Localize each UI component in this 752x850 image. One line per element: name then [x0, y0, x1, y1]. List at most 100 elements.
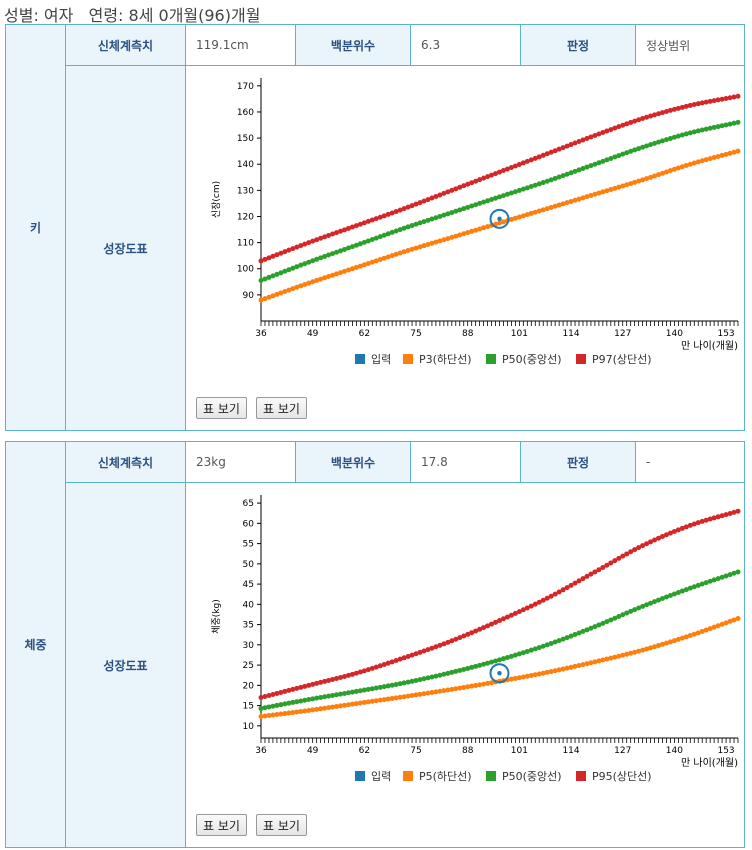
height-chart-series-3-point	[588, 134, 594, 140]
weight-chart-series-3-point	[659, 533, 665, 539]
weight-chart-series-2-point	[663, 594, 669, 600]
weight-chart-y-tick-label: 35	[243, 621, 254, 631]
weight-chart-series-3-point	[679, 525, 685, 531]
weight-chart-series-1-point	[576, 663, 582, 669]
height-chart-x-tick-label: 62	[359, 329, 370, 339]
weight-chart-series-3-point	[437, 642, 443, 648]
weight-chart-series-3-point	[314, 680, 320, 686]
height-chart-series-3-point	[330, 231, 336, 237]
weight-chart-series-2-point	[536, 645, 542, 651]
height-chart-series-1-point	[270, 293, 276, 299]
height-chart-series-1-point	[314, 277, 320, 283]
weight-chart-series-3-point	[318, 679, 324, 685]
weight-chart-series-3-point	[469, 630, 475, 636]
height-chart-series-2-point	[485, 198, 491, 204]
weight-chart-series-3-point	[656, 535, 661, 541]
weight-table-view-button-2[interactable]: 표 보기	[256, 814, 307, 836]
weight-chart-series-1-point	[624, 651, 630, 657]
weight-chart-y-tick-label: 25	[243, 661, 254, 671]
height-chart-series-2-point	[397, 227, 403, 233]
height-chart-series-2-point	[667, 135, 673, 141]
height-chart-series-2-point	[290, 265, 296, 271]
height-chart-series-2-point	[465, 204, 471, 210]
weight-chart-series-3-point	[628, 549, 634, 555]
height-chart-series-3-point	[453, 186, 459, 192]
weight-chart-series-3-point	[735, 508, 741, 514]
weight-chart-series-3-point	[397, 656, 403, 662]
height-chart-y-tick-label: 90	[243, 291, 255, 301]
weight-chart-series-1-point	[564, 665, 570, 671]
height-title: 키	[6, 25, 66, 430]
weight-chart-series-1-point	[441, 688, 447, 694]
height-chart-series-3-point	[568, 142, 574, 148]
height-chart-series-2-point	[361, 239, 367, 245]
height-table-view-button-2[interactable]: 표 보기	[256, 397, 307, 419]
height-chart-series-3-point	[548, 149, 554, 155]
height-chart-series-2-point	[262, 276, 268, 282]
height-chart-series-3-point	[592, 132, 598, 138]
height-chart-series-2-point	[624, 150, 630, 156]
weight-chart-series-1-point	[457, 685, 463, 691]
weight-chart-series-1-point	[512, 675, 518, 681]
height-chart-series-2-point	[369, 237, 375, 243]
height-chart-series-1-point	[584, 194, 590, 200]
height-chart-series-3-point	[723, 95, 729, 101]
height-chart-series-3-point	[644, 114, 650, 120]
height-chart-series-2-point	[310, 258, 316, 264]
height-chart-series-2-point	[322, 253, 328, 259]
height-chart-series-3-point	[600, 130, 606, 136]
weight-chart-series-2-point	[330, 692, 336, 698]
weight-chart-x-tick-label: 62	[359, 746, 370, 756]
weight-chart-legend-swatch	[576, 771, 586, 781]
height-chart-series-2-point	[604, 157, 610, 163]
height-chart-series-1-point	[298, 283, 304, 289]
height-chart-series-2-point	[687, 130, 693, 136]
weight-chart-series-1-point	[266, 713, 272, 719]
height-chart-y-tick-label: 150	[237, 134, 254, 144]
weight-chart-series-2-point	[572, 632, 578, 638]
weight-chart-series-2-point	[671, 591, 677, 597]
height-chart-x-tick-label: 114	[562, 329, 579, 339]
height-chart-series-2-point	[564, 171, 570, 177]
weight-chart-x-tick-label: 36	[255, 746, 267, 756]
weight-chart-series-2-point	[445, 670, 451, 676]
height-chart-series-1-point	[687, 161, 693, 167]
height-chart-x-tick-label: 88	[462, 329, 474, 339]
weight-table-view-button-1[interactable]: 표 보기	[196, 814, 247, 836]
height-chart-series-3-point	[469, 180, 475, 186]
height-chart-series-3-point	[544, 151, 550, 157]
height-chart-series-3-point	[445, 189, 451, 195]
weight-chart-series-1-point	[663, 640, 669, 646]
height-table-view-button-1[interactable]: 표 보기	[196, 397, 247, 419]
height-chart-x-tick-label: 75	[410, 329, 421, 339]
weight-chart-series-3-point	[481, 625, 487, 631]
weight-chart-series-2-point	[679, 588, 685, 594]
height-chart-series-1-point	[385, 254, 391, 260]
height-chart-series-1-point	[286, 287, 292, 293]
weight-chart-series-1-point	[270, 712, 276, 718]
weight-chart-series-2-point	[357, 688, 363, 694]
height-chart-legend-label: P97(상단선)	[592, 353, 652, 366]
weight-chart-series-3-point	[552, 591, 558, 597]
weight-chart-series-2-point	[381, 684, 387, 690]
height-chart-series-1-point	[457, 232, 463, 238]
height-chart-series-2-point	[314, 256, 320, 262]
height-chart-series-3-point	[695, 101, 701, 107]
height-chart-series-1-point	[691, 160, 697, 166]
weight-chart-series-1-point	[433, 689, 439, 695]
weight-chart-series-3-point	[699, 518, 705, 524]
height-chart-series-1-point	[330, 272, 336, 278]
weight-chart-series-1-point	[341, 702, 347, 708]
weight-chart-series-2-point	[318, 694, 324, 700]
height-chart-series-2-point	[580, 166, 586, 172]
height-chart-series-1-point	[409, 246, 415, 252]
height-chart-series-2-point	[453, 208, 459, 214]
weight-chart-series-2-point	[564, 635, 570, 641]
height-growth-chart: 90 100 110 120 130 140 150 160 170 36 49 62 75 88 101 1…	[211, 78, 741, 366]
weight-chart-series-3-point	[687, 522, 693, 528]
height-chart-series-3-point	[302, 241, 308, 247]
weight-chart-series-1-point	[481, 681, 487, 687]
weight-chart-series-2-point	[489, 659, 495, 665]
weight-chart-series-3-point	[357, 669, 363, 675]
weight-chart-series-3-point	[377, 663, 383, 669]
